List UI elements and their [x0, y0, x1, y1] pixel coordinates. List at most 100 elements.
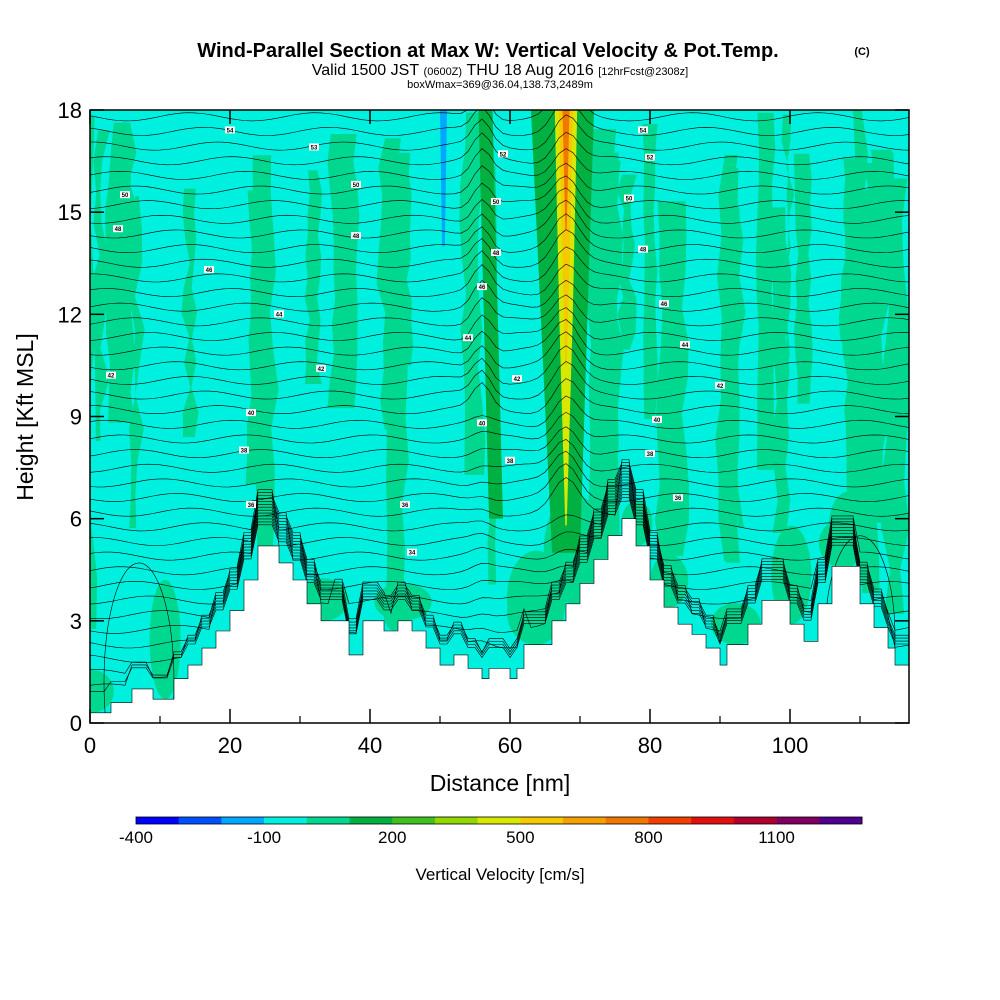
contour-label-text: 46 — [661, 302, 668, 308]
y-tick-label: 18 — [58, 98, 82, 123]
colorbar-swatch — [733, 817, 777, 824]
updraft-band — [90, 116, 98, 629]
contour-label-text: 48 — [115, 227, 122, 233]
contour-label-bg — [274, 310, 284, 318]
isentrope-line — [90, 465, 909, 546]
isentrope-line — [90, 491, 909, 678]
x-axis-title: Distance [nm] — [430, 770, 571, 796]
colorbar-swatch — [392, 817, 436, 824]
colorbar-label: -100 — [247, 828, 281, 847]
isentrope-line — [90, 148, 909, 180]
colorbar-swatch — [136, 817, 180, 824]
contour-label-text: 34 — [409, 551, 416, 557]
contour-label-text: 52 — [647, 156, 654, 162]
colorbar-label: 500 — [506, 828, 534, 847]
contour-label: 34 — [407, 548, 417, 557]
contour-label-text: 50 — [493, 200, 500, 206]
isentrope-line — [90, 319, 909, 356]
contour-label-bg — [407, 548, 417, 556]
isentrope-line — [90, 246, 909, 283]
updraft-band — [781, 114, 795, 381]
contour-label-text: 48 — [640, 248, 647, 254]
contour-label-text: 42 — [318, 367, 325, 373]
updraft-band — [617, 174, 637, 350]
contour-label: 38 — [645, 449, 655, 458]
contour-label: 44 — [274, 310, 284, 318]
contour-label-bg — [491, 249, 501, 257]
isentrope-line — [90, 279, 909, 312]
contour-label-text: 48 — [493, 251, 500, 257]
contour-label-text: 40 — [248, 411, 255, 417]
contour-label-bg — [463, 334, 473, 342]
colorbar-swatch — [434, 817, 478, 824]
contour-label-bg — [204, 266, 214, 274]
x-tick-label: 0 — [84, 733, 96, 758]
contour-label-bg — [477, 283, 487, 291]
isentrope-line — [90, 463, 909, 502]
contour-label-text: 36 — [675, 496, 682, 502]
y-tick-label: 15 — [58, 200, 82, 225]
x-tick-label: 80 — [638, 733, 662, 758]
y-tick-label: 0 — [70, 711, 82, 736]
isentrope-line — [90, 213, 909, 254]
isentrope-line — [90, 162, 909, 195]
contour-label-text: 38 — [241, 449, 248, 455]
updraft-band — [384, 161, 404, 621]
contour-label-text: 38 — [647, 452, 654, 458]
contour-label-bg — [316, 364, 326, 372]
contour-label: 48 — [351, 232, 361, 240]
isentrope-line — [90, 462, 909, 532]
isentrope-line — [90, 470, 909, 576]
contour-label-text: 44 — [682, 343, 689, 349]
updraft-band — [642, 123, 658, 420]
boxwmax-info: boxWmax=369@36.04,138.73,2489m — [407, 79, 593, 91]
contour-label-text: 38 — [507, 459, 514, 465]
contour-label-text: 52 — [500, 152, 507, 158]
isentrope-line — [90, 199, 909, 239]
contour-label-bg — [505, 456, 515, 464]
colorbar-label: 200 — [378, 828, 406, 847]
chart-title: Wind-Parallel Section at Max W: Vertical… — [197, 40, 778, 62]
contour-label-text: 54 — [640, 128, 647, 134]
contour-label-text: 36 — [402, 503, 409, 509]
colorbar: -400 -100 200 500 800 1100 — [119, 816, 863, 847]
contour-label-bg — [239, 446, 249, 454]
contour-label: 40 — [652, 415, 662, 424]
contour-label-bg — [106, 371, 116, 379]
updraft-band — [304, 170, 322, 385]
chart-subtitle: Valid 1500 JST (0600Z) THU 18 Aug 2016 [… — [312, 62, 688, 79]
contour-label: 48 — [113, 225, 123, 233]
contour-label-bg — [246, 409, 256, 417]
isentrope-line — [90, 459, 909, 517]
contour-label: 50 — [491, 197, 501, 206]
contour-label: 52 — [498, 150, 508, 158]
contour-label-bg — [477, 419, 487, 427]
y-tick-label: 3 — [70, 609, 82, 634]
isentrope-line — [90, 473, 909, 590]
y-tick-label: 6 — [70, 507, 82, 532]
colorbar-swatch — [520, 817, 564, 824]
contour-label-text: 42 — [717, 384, 724, 390]
contour-label-text: 36 — [248, 503, 255, 509]
contour-label-text: 40 — [654, 418, 661, 424]
colorbar-swatch — [306, 817, 350, 824]
isentrope-line — [90, 468, 909, 561]
isentrope-line — [90, 479, 909, 620]
y-axis-title: Height [Kft MSL] — [12, 333, 38, 500]
contour-label-bg — [652, 415, 662, 423]
contour-label-bg — [659, 300, 669, 308]
contour-label-bg — [645, 449, 655, 457]
contour-label-bg — [638, 126, 648, 134]
contour-label-text: 42 — [108, 374, 115, 380]
colorbar-swatch — [648, 817, 692, 824]
isentrope-line — [90, 263, 909, 297]
y-tick-label: 12 — [58, 302, 82, 327]
contour-label: 46 — [204, 266, 214, 274]
isentrope-line — [90, 439, 909, 473]
isentrope-line — [90, 411, 909, 444]
contour-label: 50 — [351, 180, 361, 189]
contour-label-bg — [673, 494, 683, 502]
contour-label-text: 50 — [122, 193, 129, 199]
contour-labels: 54 53 50 50 48 48 46 44 42 42 40 38 36 36 34 52 50 48 46 44… — [106, 126, 725, 557]
